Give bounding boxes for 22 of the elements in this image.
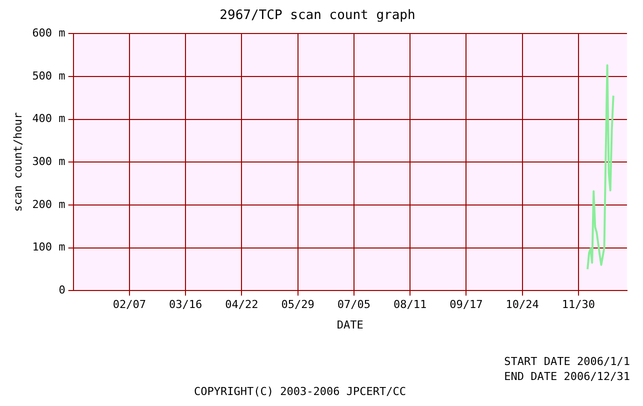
x-tick-label: 02/07 xyxy=(112,298,146,312)
y-axis-title: scan count/hour xyxy=(11,112,24,212)
x-tick-label: 03/16 xyxy=(169,298,202,312)
text: COPYRIGHT(C) 2003-2006 JPCERT/CC xyxy=(194,384,406,398)
x-axis-title: DATE xyxy=(336,318,364,332)
text: START DATE 2006/1/1 xyxy=(504,354,630,368)
x-tick-label: 05/29 xyxy=(281,298,314,312)
x-tick-label: 07/05 xyxy=(337,298,371,312)
y-tick-label: 300 m xyxy=(32,154,66,168)
chart-title: 2967/TCP scan count graph xyxy=(220,8,416,24)
y-tick-label: 500 m xyxy=(32,69,66,82)
y-tick-label: 0 xyxy=(58,283,66,296)
x-tick-label: 08/11 xyxy=(394,298,427,312)
x-tick-label: 09/17 xyxy=(450,298,483,312)
y-tick-label: 200 m xyxy=(32,198,66,211)
y-tick-label: 600 m xyxy=(32,26,66,40)
y-tick-label: 100 m xyxy=(32,240,66,254)
y-tick-label: 400 m xyxy=(32,112,66,126)
x-tick-label: 04/22 xyxy=(225,298,258,312)
x-tick-label: 10/24 xyxy=(506,298,540,312)
x-tick-label: 11/30 xyxy=(562,298,596,312)
text: END DATE 2006/12/31 xyxy=(504,370,630,383)
